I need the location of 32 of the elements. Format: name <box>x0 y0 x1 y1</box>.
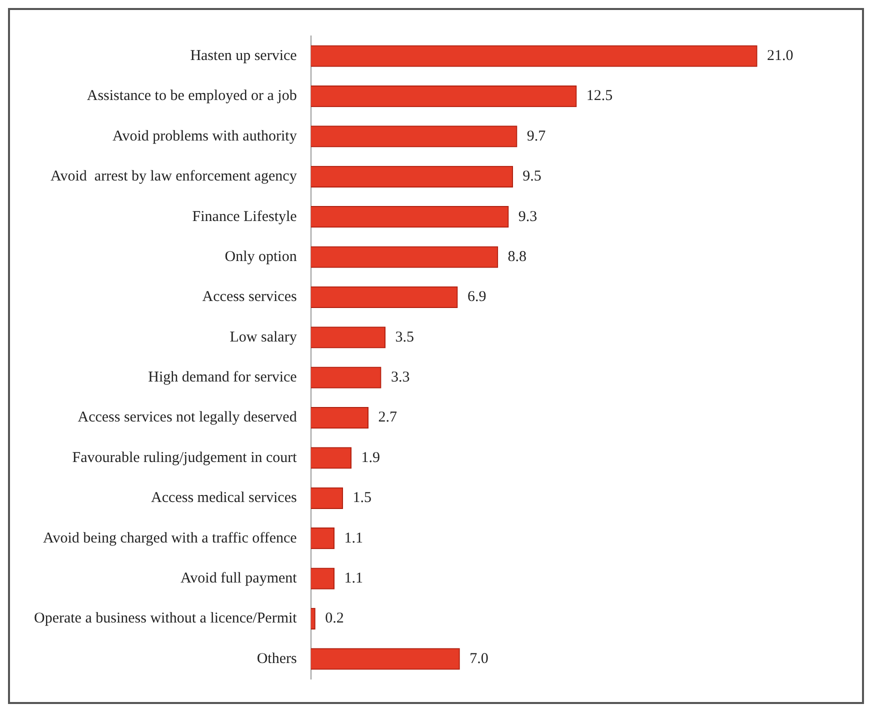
data-label: 8.8 <box>508 248 527 265</box>
data-label: 7.0 <box>470 650 488 667</box>
y-tick-label: Avoid arrest by law enforcement agency <box>50 168 298 185</box>
y-tick-label: Only option <box>224 248 298 265</box>
data-label: 0.2 <box>325 610 344 627</box>
y-tick-label: Others <box>256 650 297 667</box>
data-label: 3.3 <box>390 370 410 386</box>
data-label: 1.1 <box>344 570 363 586</box>
data-label: 1.5 <box>352 490 372 506</box>
data-label: 3.5 <box>395 329 414 346</box>
data-label: 9.3 <box>518 208 538 225</box>
y-tick-label: Avoid problems with authority <box>112 128 298 144</box>
data-label: 2.7 <box>378 410 398 426</box>
y-tick-label: Avoid full payment <box>180 570 298 586</box>
data-label: 6.9 <box>467 289 486 306</box>
y-tick-label: Operate a business without a licence/Permit <box>34 610 298 627</box>
y-tick-label: Assistance to be employed or a job <box>86 88 297 104</box>
y-tick-label: Access services not legally deserved <box>78 410 298 426</box>
data-label: 21.0 <box>767 48 794 64</box>
data-label: 9.7 <box>526 128 546 144</box>
data-label: 9.5 <box>522 168 542 185</box>
y-tick-label: Finance Lifestyle <box>192 208 298 225</box>
data-label: 12.5 <box>586 88 613 104</box>
data-label: 1.9 <box>361 450 380 466</box>
y-tick-label: Avoid being charged with a traffic offence <box>43 530 298 546</box>
y-tick-label: Low salary <box>230 329 298 346</box>
data-label: 1.1 <box>344 530 363 546</box>
y-tick-label: Hasten up service <box>190 48 298 64</box>
y-tick-label: Access services <box>202 289 297 306</box>
y-tick-label: High demand for service <box>148 370 298 386</box>
y-tick-label: Favourable ruling/judgement in court <box>72 450 298 466</box>
y-tick-label: Access medical services <box>151 490 297 506</box>
